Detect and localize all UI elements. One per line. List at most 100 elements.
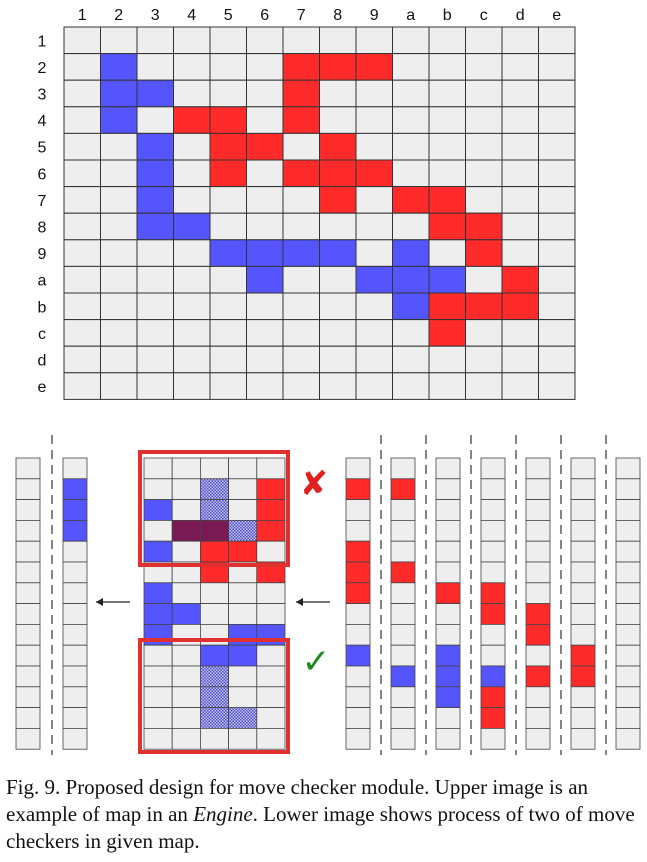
- checker-column-cell: [345, 665, 371, 688]
- checker-column-cell: [390, 561, 416, 584]
- grid-cell: [465, 372, 503, 400]
- grid-cell: [392, 292, 430, 321]
- grid-cell: [282, 159, 320, 188]
- grid-cell: [501, 212, 539, 241]
- checker-column-cell: [570, 457, 596, 480]
- grid-cell: [319, 159, 357, 188]
- grid-cell: [100, 372, 138, 400]
- grid-cell: [246, 53, 284, 81]
- row-label: 4: [38, 113, 47, 130]
- grid-cell: [392, 79, 430, 108]
- grid-cell: [136, 79, 174, 108]
- arrow-head: [296, 598, 303, 606]
- checker-grid-cell: [256, 520, 286, 542]
- grid-cell: [209, 159, 247, 188]
- checker-grid-cell: [228, 540, 258, 563]
- checker-column-cell: [615, 686, 641, 708]
- checker-column-cell: [480, 623, 506, 646]
- checker-grid-cell: [199, 623, 229, 646]
- grid-cell: [136, 372, 174, 400]
- checker-column-cell: [390, 582, 416, 605]
- checker-column-cell: [570, 520, 596, 542]
- grid-cell: [465, 79, 503, 108]
- checker-column-cell: [390, 603, 416, 625]
- result-column-cell: [15, 561, 41, 584]
- checker-column-cell: [390, 707, 416, 729]
- grid-cell: [538, 372, 576, 400]
- row-label: 7: [38, 193, 47, 210]
- result-column-cell: [62, 582, 88, 605]
- grid-cell: [173, 345, 211, 374]
- checker-grid-cell: [256, 707, 286, 729]
- grid-cell: [246, 292, 284, 321]
- grid-cell: [501, 53, 539, 81]
- column-label: a: [406, 7, 415, 24]
- grid-cell: [501, 26, 539, 55]
- grid-cell: [501, 345, 539, 374]
- checker-grid-cell: [199, 727, 229, 750]
- grid-cell: [501, 239, 539, 267]
- grid-cell: [246, 186, 284, 214]
- grid-cell: [319, 345, 357, 374]
- checker-column-cell: [435, 561, 461, 584]
- checker-column-cell: [570, 686, 596, 708]
- checker-grid-cell: [199, 520, 229, 542]
- grid-cell: [501, 372, 539, 400]
- grid-cell: [63, 106, 101, 134]
- grid-cell: [428, 265, 466, 294]
- grid-cell: [538, 132, 576, 161]
- result-column-cell: [62, 499, 88, 521]
- checker-column-cell: [345, 561, 371, 584]
- column-label: 5: [224, 7, 233, 24]
- grid-cell: [100, 26, 138, 55]
- checker-column-cell: [570, 540, 596, 563]
- result-column-cell: [62, 623, 88, 646]
- column-label: 8: [333, 7, 342, 24]
- checker-grid-cell: [143, 644, 173, 667]
- grid-cell: [465, 239, 503, 267]
- checker-column-cell: [345, 520, 371, 542]
- result-column-cell: [15, 623, 41, 646]
- checker-grid-cell: [199, 644, 229, 667]
- row-label: c: [38, 326, 46, 343]
- grid-cell: [319, 372, 357, 400]
- grid-cell: [538, 345, 576, 374]
- checker-grid-cell: [199, 478, 229, 500]
- grid-cell: [392, 26, 430, 55]
- checker-grid-cell: [256, 644, 286, 667]
- checker-column-cell: [345, 603, 371, 625]
- column-label: d: [516, 7, 525, 24]
- grid-cell: [501, 319, 539, 347]
- result-column-cell: [15, 520, 41, 542]
- checker-column-cell: [615, 561, 641, 584]
- result-column-cell: [15, 603, 41, 625]
- checker-grid-cell: [228, 644, 258, 667]
- checker-column-cell: [390, 727, 416, 750]
- grid-cell: [465, 292, 503, 321]
- checker-grid-cell: [228, 520, 258, 542]
- grid-cell: [501, 106, 539, 134]
- grid-cell: [282, 53, 320, 81]
- result-column-cell: [62, 686, 88, 708]
- grid-cell: [136, 212, 174, 241]
- column-label: 3: [151, 7, 160, 24]
- checker-column-cell: [435, 707, 461, 729]
- grid-cell: [63, 79, 101, 108]
- checker-column-cell: [525, 623, 551, 646]
- column-label: e: [552, 7, 561, 24]
- result-column-cell: [62, 707, 88, 729]
- grid-cell: [501, 159, 539, 188]
- checker-column-cell: [615, 499, 641, 521]
- checker-column-cell: [435, 727, 461, 750]
- checker-column-cell: [525, 561, 551, 584]
- row-label: 2: [38, 60, 47, 77]
- checker-column-cell: [570, 499, 596, 521]
- row-label: 6: [38, 166, 47, 183]
- grid-cell: [392, 239, 430, 267]
- grid-cell: [100, 53, 138, 81]
- grid-cell: [282, 372, 320, 400]
- grid-cell: [173, 292, 211, 321]
- grid-cell: [282, 132, 320, 161]
- checker-column-cell: [345, 623, 371, 646]
- checker-column-cell: [525, 478, 551, 500]
